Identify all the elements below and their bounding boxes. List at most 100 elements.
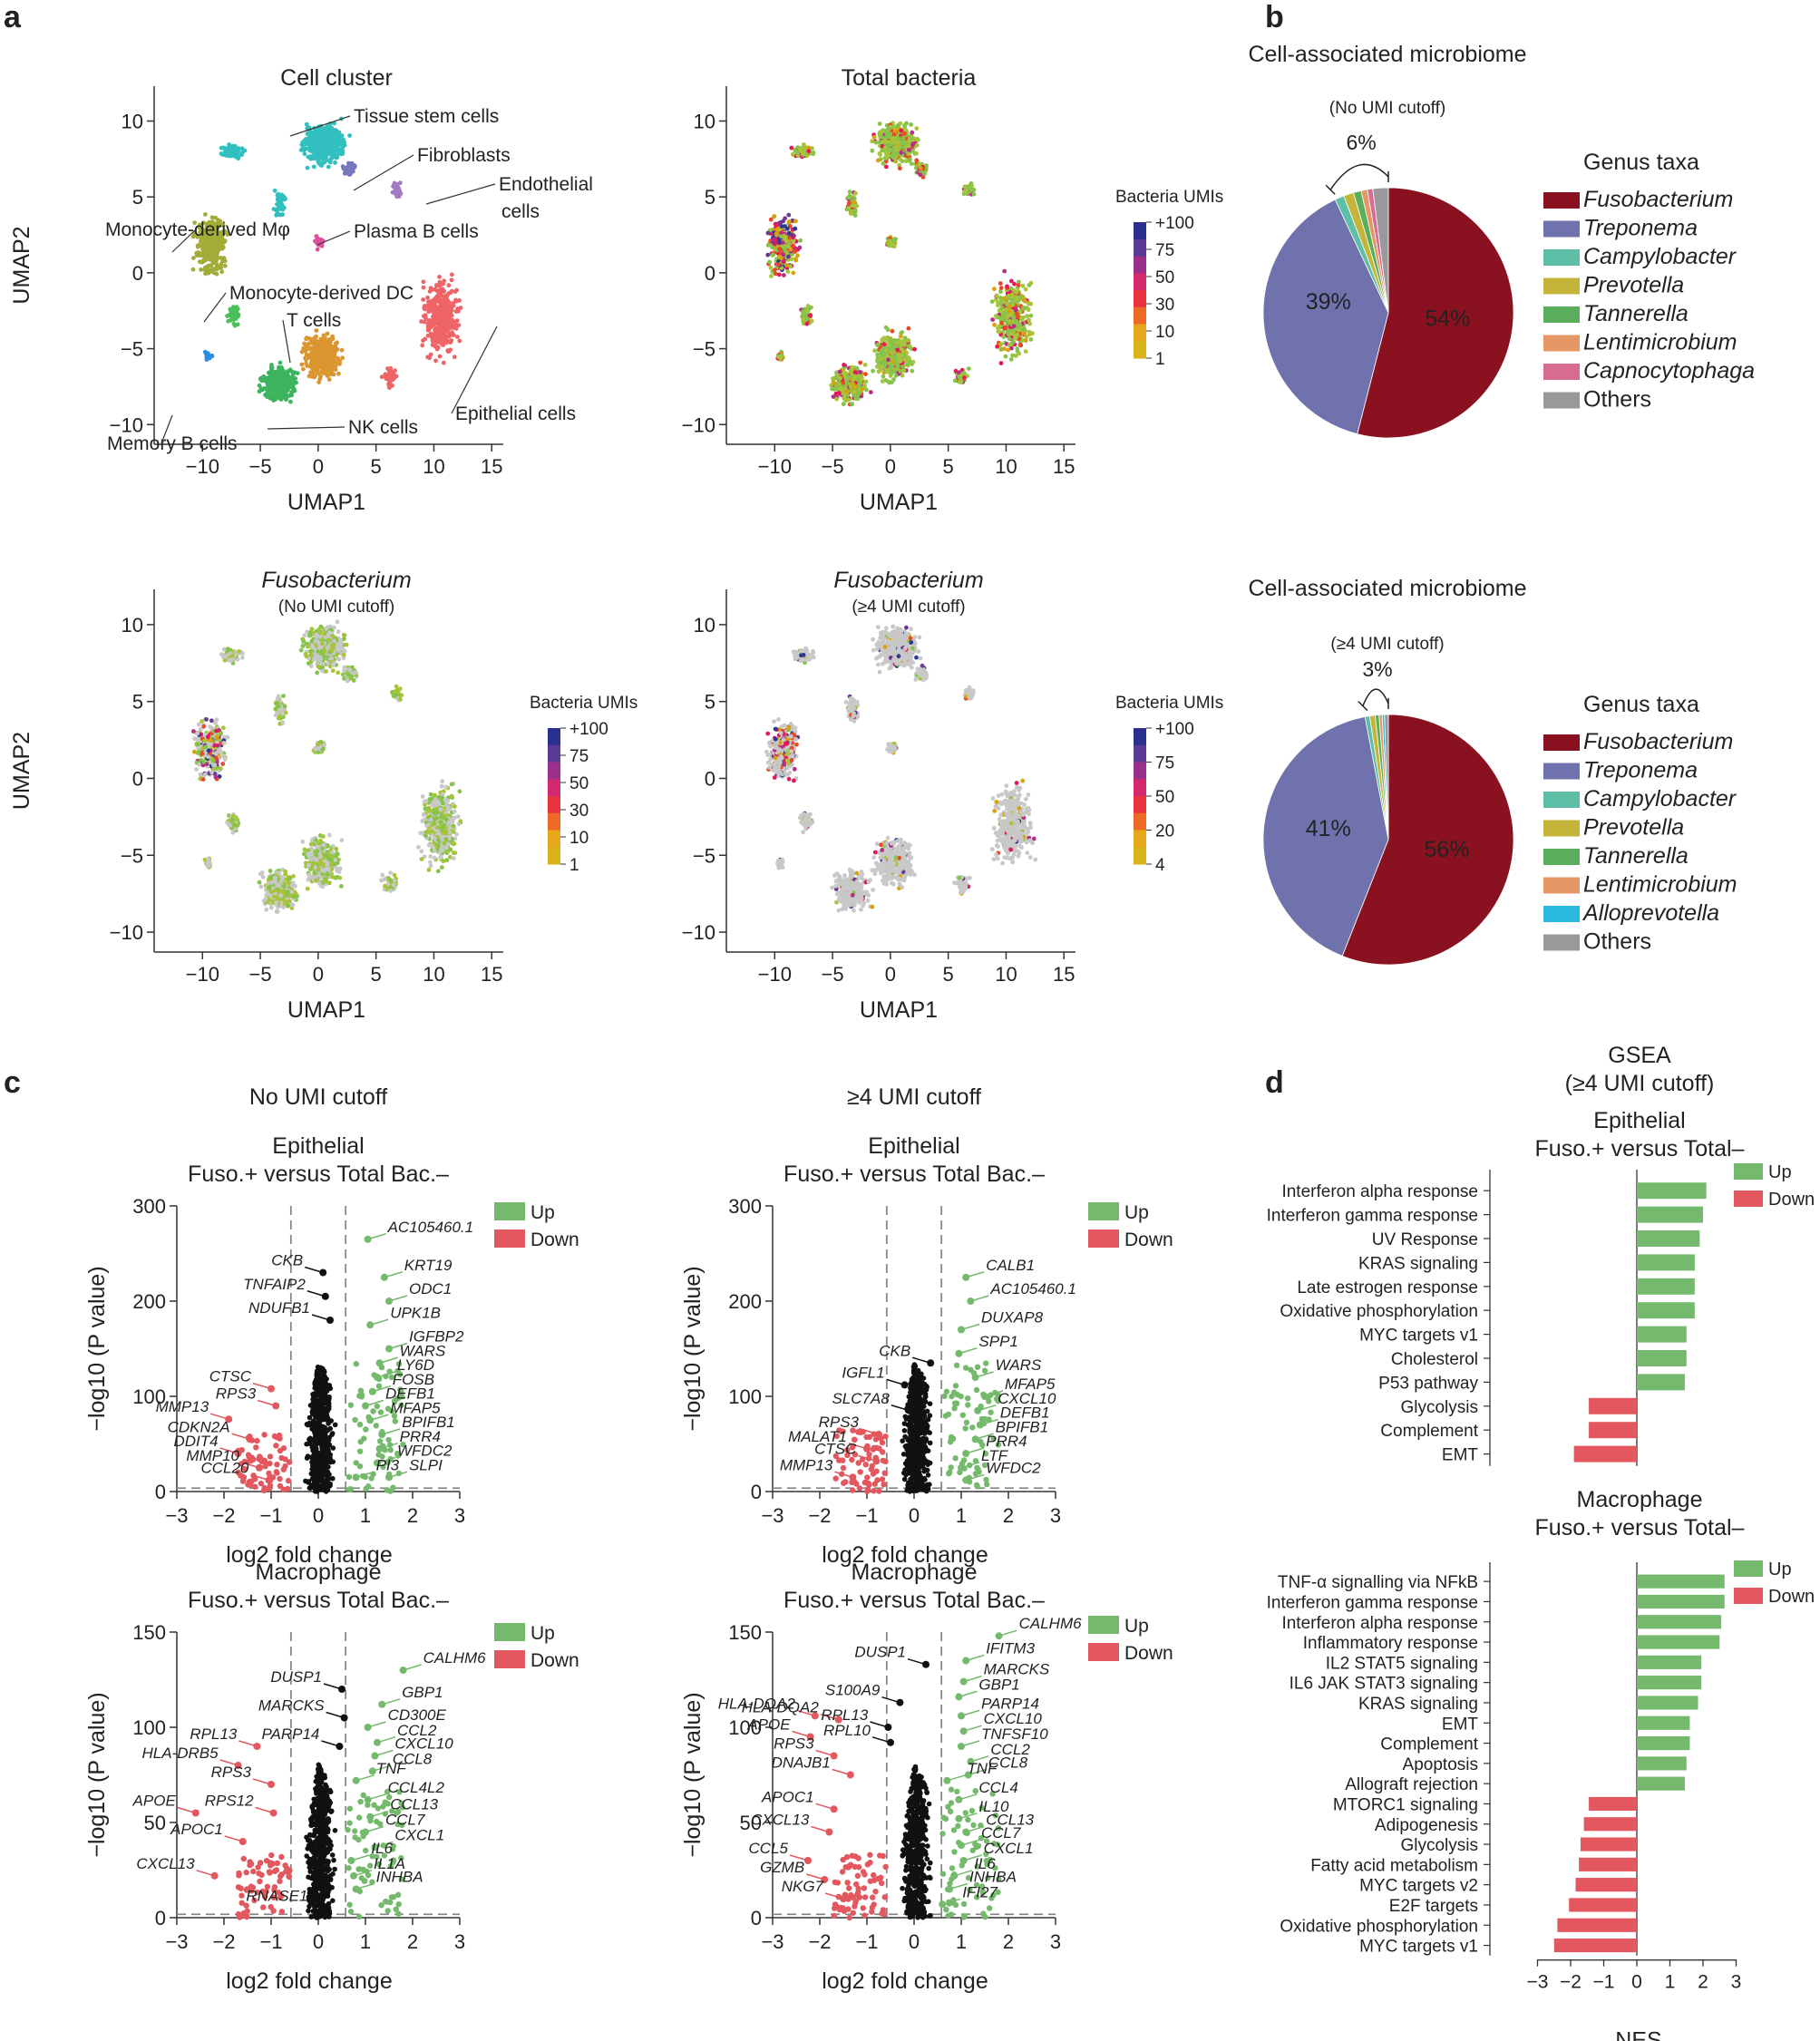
umap-x-tick-label: 0 [885, 455, 896, 478]
umap-cell-point [315, 247, 320, 252]
umap-cell-point [202, 251, 208, 256]
umap-cell-point [304, 137, 308, 141]
umap-cell-point [883, 139, 889, 144]
umap-cell-point [793, 219, 798, 224]
umap-cell-point [314, 632, 319, 637]
umap-cell-point [308, 664, 314, 669]
umap-cell-point [341, 166, 346, 171]
umap-cell-point [992, 322, 997, 327]
umap-cell-point [773, 271, 778, 277]
umap-cell-point [322, 160, 327, 165]
umap-cell-point [391, 371, 396, 376]
umap-cell-point [222, 263, 228, 268]
umap-cell-point [301, 638, 306, 644]
umap-cell-point [339, 347, 345, 353]
umap-cell-point [299, 362, 305, 367]
umap-cell-point [449, 308, 454, 313]
umap-cell-point [206, 355, 211, 360]
umap-cell-point [268, 374, 273, 379]
umap-cell-point [914, 126, 920, 131]
umap-cell-point [452, 326, 457, 331]
umap-cell-point [767, 259, 772, 265]
umap-cell-cluster: Cell cluster −10 −5 0 5 10 151050−5−10UMAP1UM… [9, 65, 593, 515]
colorbar-segment [1134, 222, 1146, 240]
umap-cell-point [316, 370, 320, 375]
umap-cell-point [910, 368, 915, 374]
umap-cell-point [430, 333, 435, 337]
umap-cell-point [879, 353, 884, 357]
umap-cell-point [421, 314, 426, 318]
umap-cell-point [202, 349, 208, 355]
umap-cell-point [316, 160, 322, 166]
umap-cell-point [781, 259, 786, 264]
umap-cell-point [997, 329, 1002, 335]
umap-cell-point [288, 399, 293, 404]
umap-cell-point [850, 402, 854, 407]
umap-cell-point [204, 246, 209, 250]
umap-cell-point [900, 347, 905, 353]
umap-cell-point [783, 216, 787, 221]
umap-cell-point [435, 339, 441, 345]
umap-cell-point [324, 669, 328, 674]
umap-cell-point [785, 226, 790, 231]
cluster-label-leader [353, 154, 414, 191]
umap-cell-point [999, 306, 1005, 311]
umap-cell-point [276, 211, 280, 216]
umap-cell-point [311, 164, 316, 170]
umap-cell-point [956, 370, 961, 375]
umap-cell-point [1001, 335, 1007, 339]
umap-cell-point [854, 365, 860, 371]
umap-cell-point [971, 191, 977, 197]
umap-cell-point [450, 272, 454, 277]
umap-cell-point [908, 157, 912, 162]
umap-cell-point [434, 283, 439, 287]
umap-cell-point [879, 129, 884, 134]
colorbar-tick-label: 50 [1155, 268, 1174, 287]
umap-cell-point [329, 656, 334, 661]
umap-cell-point [836, 391, 842, 395]
umap-cell-point [435, 345, 441, 350]
umap-cell-point [797, 245, 803, 250]
umap-cell-point [889, 341, 894, 345]
umap-cell-point [314, 340, 319, 345]
umap-cell-point [267, 382, 271, 387]
umap-cell-point [336, 629, 341, 635]
umap-cell-point [458, 306, 463, 310]
umap-cell-point [961, 370, 967, 375]
umap-cell-point [309, 374, 315, 379]
umap-cell-point [215, 267, 219, 272]
umap-cell-point [1021, 306, 1027, 312]
umap-cell-point [851, 203, 856, 209]
umap-cell-point [790, 232, 794, 238]
umap-cell-point [323, 131, 328, 137]
umap-cell-point [879, 366, 884, 372]
umap-cell-point [1002, 296, 1007, 301]
umap-cell-point [899, 128, 904, 133]
umap-cell-point [434, 327, 440, 333]
umap-cell-point [1006, 313, 1011, 318]
umap-cell-point [989, 299, 995, 304]
umap-cell-point [325, 355, 329, 361]
umap-cell-point [777, 239, 782, 245]
umap-cell-point [1003, 326, 1007, 331]
umap-cell-point [774, 231, 779, 237]
umap-cell-point [890, 328, 895, 334]
umap-cell-point [809, 318, 814, 324]
umap-cell-point [890, 369, 895, 374]
umap-cell-point [201, 258, 207, 263]
umap-cell-point [811, 150, 816, 155]
umap-cell-point [311, 156, 316, 161]
cluster-label: Monocyte-derived DC [229, 283, 414, 304]
umap-cell-point [858, 370, 862, 374]
umap-cell-point [320, 128, 325, 133]
umap-cell-point [863, 372, 868, 376]
umap-cell-point [434, 288, 440, 294]
umap-cell-point [316, 141, 321, 146]
umap-cell-point [325, 331, 330, 336]
umap-cell-point [772, 214, 777, 219]
umap-cell-point [195, 250, 200, 256]
umap-y-tick-label: −10 [682, 413, 715, 436]
umap-cell-point [913, 137, 919, 142]
umap-cell-point [1017, 342, 1023, 347]
umap-cell-point [329, 370, 335, 375]
